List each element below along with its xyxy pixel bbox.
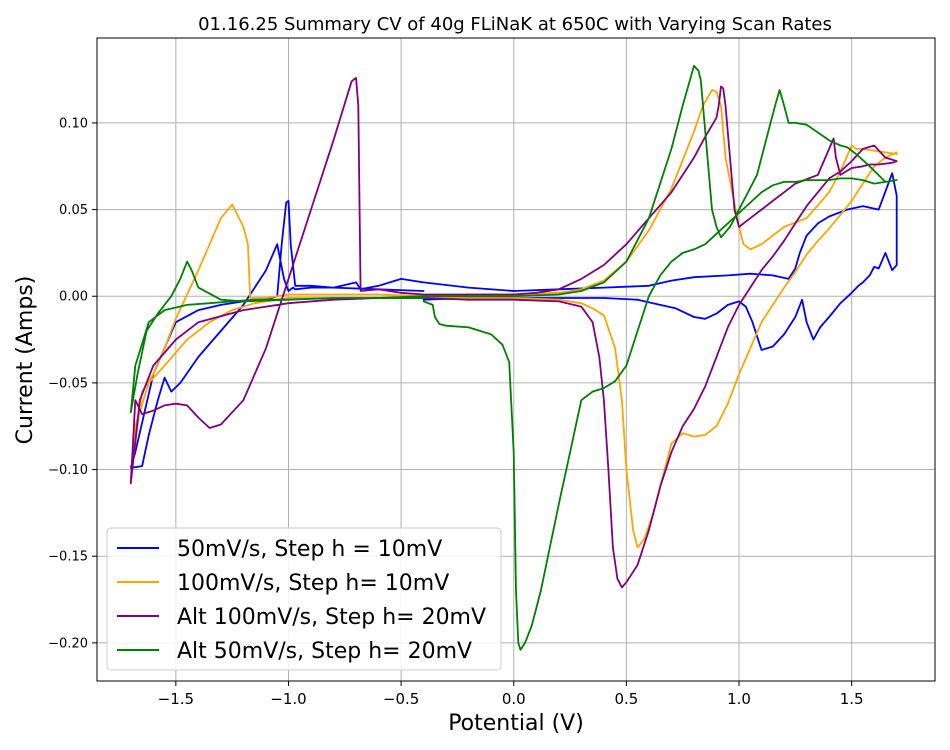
series-line-4 — [129, 64, 898, 651]
x-tick-label: 0.0 — [502, 690, 526, 708]
series-layer — [129, 64, 898, 651]
y-axis-ticks: −0.20 −0.15 −0.10 −0.05 0.00 0.05 0.10 — [48, 116, 97, 651]
x-tick-label: −0.5 — [383, 690, 419, 708]
plot-frame — [96, 37, 936, 682]
y-tick-label: −0.20 — [48, 636, 88, 651]
y-tick-label: 0.00 — [59, 290, 88, 305]
y-tick-label: −0.05 — [48, 376, 88, 391]
y-tick-label: −0.15 — [48, 550, 88, 565]
y-tick-label: 0.05 — [59, 203, 88, 218]
x-tick-label: −1.0 — [270, 690, 306, 708]
legend-box — [106, 527, 502, 671]
legend-label-2: 100mV/s, Step h= 10mV — [177, 571, 449, 596]
x-tick-label: 1.5 — [840, 690, 864, 708]
series-line-1 — [129, 172, 898, 469]
legend-label-3: Alt 100mV/s, Step h= 20mV — [177, 605, 486, 630]
y-tick-label: 0.10 — [59, 116, 88, 131]
x-tick-label: −1.5 — [158, 690, 194, 708]
y-tick-label: −0.10 — [48, 463, 88, 478]
x-tick-label: 1.0 — [727, 690, 751, 708]
plot-area — [129, 64, 898, 651]
legend: 50mV/s, Step h = 10mV 100mV/s, Step h= 10… — [106, 527, 502, 671]
x-axis-label: Potential (V) — [448, 711, 584, 736]
y-axis-label: Current (Amps) — [13, 276, 38, 445]
x-axis-ticks: −1.5 −1.0 −0.5 0.0 0.5 1.0 1.5 — [158, 681, 864, 708]
series-line-3 — [129, 77, 898, 589]
x-tick-label: 0.5 — [614, 690, 638, 708]
legend-label-1: 50mV/s, Step h = 10mV — [177, 537, 442, 562]
legend-label-4: Alt 50mV/s, Step h= 20mV — [177, 639, 472, 664]
chart-title: 01.16.25 Summary CV of 40g FLiNaK at 650… — [198, 14, 832, 35]
